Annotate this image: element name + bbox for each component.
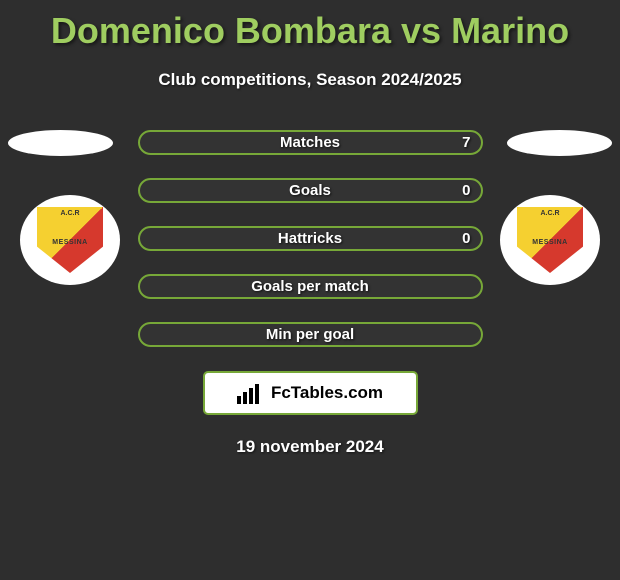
stat-label: Goals [289,182,331,199]
player2-photo-placeholder [507,130,612,156]
badge-shield-icon: A.C.R MESSINA [517,207,583,273]
stat-label: Min per goal [266,326,354,343]
badge-shield-icon: A.C.R MESSINA [37,207,103,273]
stat-row-matches: Matches 7 [138,130,483,155]
subtitle: Club competitions, Season 2024/2025 [0,70,620,90]
chart-icon [237,382,265,404]
stat-label: Hattricks [278,230,342,247]
stat-label: Matches [280,134,340,151]
stat-row-goals: Goals 0 [138,178,483,203]
stat-right-value: 7 [462,134,470,151]
content-area: A.C.R MESSINA A.C.R MESSINA Matches 7 Go… [0,130,620,457]
fctables-logo-box: FcTables.com [203,371,418,415]
vs-text: vs [401,10,441,51]
player2-name: Marino [451,10,569,51]
page-title: Domenico Bombara vs Marino [0,0,620,52]
badge-club-name: MESSINA [532,239,567,246]
fctables-logo-text: FcTables.com [271,383,383,403]
stat-row-goals-per-match: Goals per match [138,274,483,299]
player1-photo-placeholder [8,130,113,156]
stat-right-value: 0 [462,230,470,247]
player1-name: Domenico Bombara [51,10,391,51]
stat-row-hattricks: Hattricks 0 [138,226,483,251]
stat-right-value: 0 [462,182,470,199]
stat-row-min-per-goal: Min per goal [138,322,483,347]
stats-container: Matches 7 Goals 0 Hattricks 0 Goals per … [138,130,483,347]
player1-club-badge: A.C.R MESSINA [20,195,120,285]
badge-club-name: MESSINA [52,239,87,246]
stat-label: Goals per match [251,278,369,295]
player2-club-badge: A.C.R MESSINA [500,195,600,285]
badge-acr-text: A.C.R [540,210,559,217]
date-text: 19 november 2024 [0,437,620,457]
badge-acr-text: A.C.R [60,210,79,217]
